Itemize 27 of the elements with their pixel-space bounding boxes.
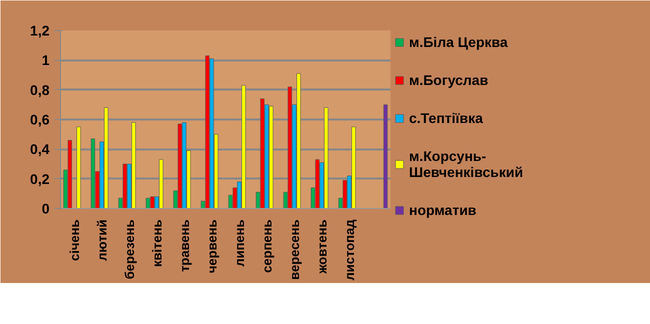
y-tick-label: 0,2 (30, 170, 50, 187)
y-tick-label: 1 (42, 52, 50, 68)
y-tick-label: 0,8 (30, 82, 50, 98)
legend-label: м.Біла Церква (409, 34, 508, 50)
bar (76, 126, 81, 208)
x-tick-label: червень (204, 219, 220, 274)
x-tick-label: вересень (286, 219, 302, 280)
y-tick-label: 0 (42, 200, 50, 216)
y-tick-label: 1,2 (30, 22, 50, 38)
legend-label: м.Корсунь-Шевченківський (409, 148, 524, 180)
bar (68, 140, 72, 208)
bar (90, 138, 96, 208)
x-tick-label: квітень (149, 219, 164, 268)
x-tick-label: січень (66, 219, 82, 261)
x-tick-label: травень (176, 219, 192, 272)
x-tick-label: листопад (342, 218, 357, 280)
x-tick-label: лютий (94, 219, 110, 261)
x-tick-label: серпень (259, 219, 274, 273)
x-tick-label: липень (232, 219, 247, 267)
y-tick-label: 0,6 (30, 112, 50, 128)
bar (383, 104, 388, 208)
legend-label: м.Богуслав (409, 72, 488, 88)
x-tick-label: жовтень (314, 219, 330, 275)
x-tick-label: березень (122, 219, 137, 280)
legend-label: норматив (409, 202, 476, 218)
y-tick-label: 0,4 (30, 141, 50, 158)
legend-label: с.Тептіївка (409, 110, 483, 126)
